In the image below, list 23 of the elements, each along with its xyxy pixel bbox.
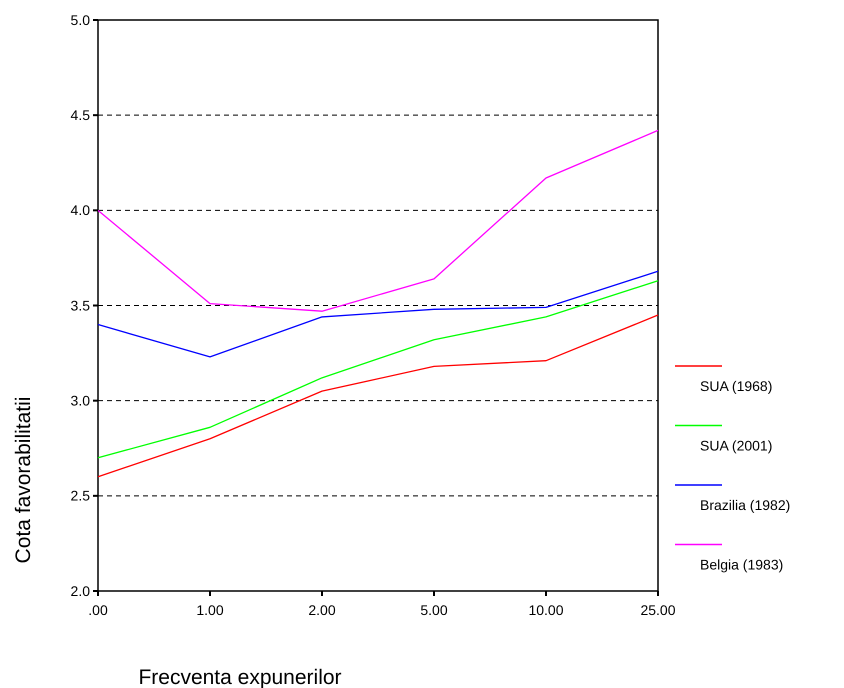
line-series [97, 270, 659, 358]
y-tick-label: 2.5 [70, 488, 90, 504]
line-series [97, 130, 659, 312]
x-tick-label: 2.00 [308, 602, 336, 618]
x-tick-label: 5.00 [420, 602, 448, 618]
line-series [97, 314, 659, 478]
y-tick-label: 3.5 [70, 297, 90, 314]
y-tick-label: 2.0 [70, 582, 90, 599]
x-tick-label: 25.00 [640, 602, 676, 618]
x-tick-label: 10.00 [528, 602, 564, 618]
x-tick-label: 1.00 [196, 602, 224, 618]
x-axis-title: Frecventa expunerilor [138, 666, 342, 688]
legend-label: SUA (1968) [700, 378, 772, 394]
y-tick-label: 4.0 [70, 202, 90, 218]
y-axis-title: Cota favorabilitatii [12, 396, 35, 564]
y-tick-label: 5.0 [70, 12, 90, 28]
legend-label: Brazilia (1982) [700, 496, 790, 513]
legend-label: Belgia (1983) [700, 556, 784, 572]
y-tick-label: 3.0 [70, 392, 90, 409]
legend-label: SUA (2001) [700, 437, 772, 454]
line-series [97, 280, 659, 458]
x-tick-label: .00 [88, 602, 108, 618]
y-tick-label: 4.5 [70, 107, 90, 124]
